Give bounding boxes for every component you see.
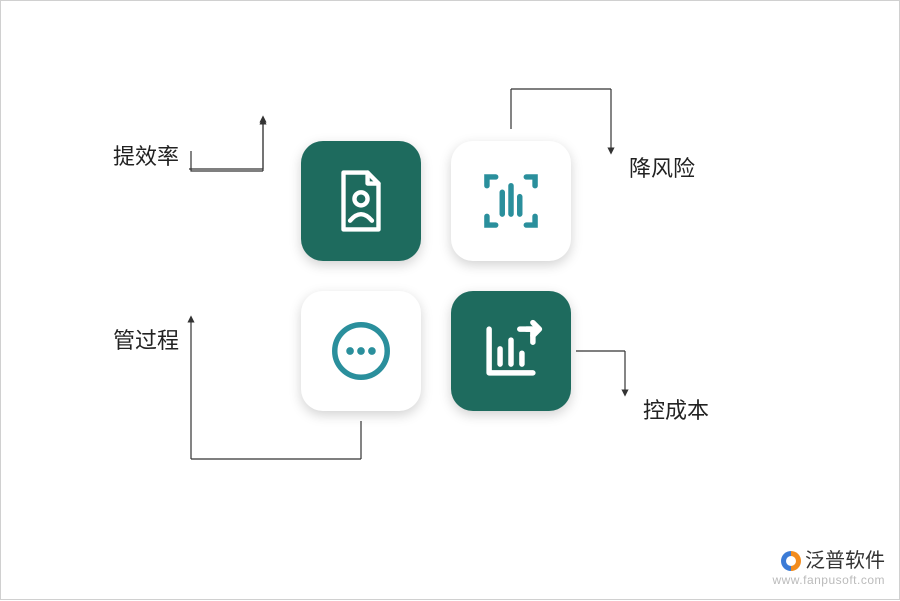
watermark-brand: 泛普软件 <box>772 549 885 573</box>
watermark: 泛普软件 www.fanpusoft.com <box>772 549 885 587</box>
logo-icon <box>781 551 801 571</box>
label-process: 管过程 <box>113 323 179 355</box>
dots-circle-icon <box>326 316 396 386</box>
watermark-brand-text: 泛普软件 <box>805 549 885 573</box>
label-efficiency: 提效率 <box>113 139 179 171</box>
watermark-url: www.fanpusoft.com <box>772 573 885 587</box>
scan-bars-icon <box>476 166 546 236</box>
label-risk: 降风险 <box>629 151 695 183</box>
label-cost: 控成本 <box>643 393 709 425</box>
doc-person-icon <box>326 166 396 236</box>
card-cost <box>451 291 571 411</box>
diagram-canvas: 提效率 降风险 管过程 控成本 泛普软件 www.fanpusoft.com <box>0 0 900 600</box>
chart-arrow-icon <box>476 316 546 386</box>
card-process <box>301 291 421 411</box>
card-risk <box>451 141 571 261</box>
card-efficiency <box>301 141 421 261</box>
connectors <box>1 1 900 601</box>
